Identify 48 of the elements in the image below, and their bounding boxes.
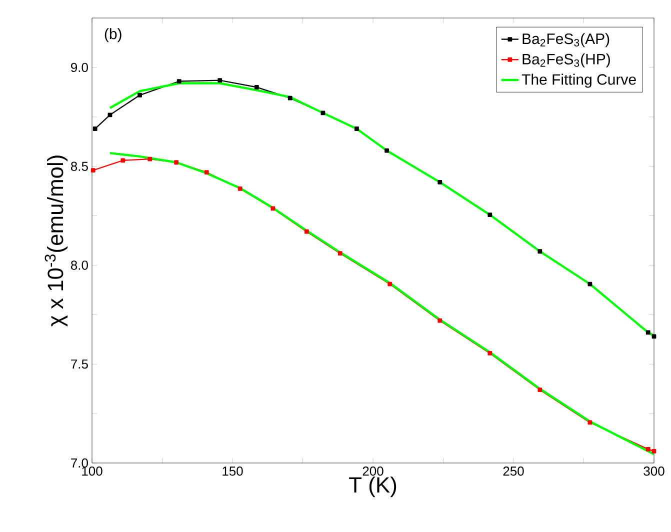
point (384, 148, 389, 153)
point (304, 229, 309, 234)
point (120, 158, 126, 163)
point (388, 282, 392, 286)
point (254, 85, 259, 90)
point (108, 112, 112, 118)
point (488, 212, 492, 217)
legend-label: Ba$_{2}$FeS$_{3}$(HP) (522, 53, 610, 68)
y-tick-label: 7.0 (71, 458, 88, 468)
legend-label: Ba$_{2}$FeS$_{3}$(AP) (522, 33, 610, 48)
x-axis-title: T (K) (349, 476, 396, 498)
point (652, 334, 656, 339)
x-tick-label: 200 (362, 466, 384, 476)
point (354, 126, 359, 131)
point (338, 251, 342, 256)
point (204, 170, 209, 174)
x-tick-label: 100 (82, 466, 102, 476)
point (588, 282, 592, 286)
point (646, 446, 650, 452)
y-tick-label: 9.0 (71, 62, 88, 72)
point (218, 78, 222, 82)
point (270, 206, 276, 211)
y-tick-label: 8.0 (70, 260, 88, 270)
y-axis-title: χ x 10$^{-3}$(emu/mol) (44, 156, 68, 326)
x-tick-label: 150 (222, 466, 243, 476)
y-tick-label: 8.5 (70, 162, 88, 171)
point (92, 126, 98, 131)
point (646, 330, 650, 335)
point (320, 110, 326, 116)
point (538, 388, 542, 392)
point (174, 160, 178, 165)
legend-label: The Fitting Curve (522, 74, 636, 88)
point (138, 92, 142, 98)
annotation: (b) (104, 28, 122, 42)
point (538, 249, 542, 254)
point (176, 79, 182, 84)
point (588, 420, 592, 425)
point (438, 318, 442, 323)
point (652, 448, 656, 454)
point (488, 351, 492, 356)
x-tick-label: 250 (503, 466, 524, 476)
point (438, 180, 442, 184)
point (288, 96, 292, 100)
y-tick-label: 7.5 (71, 360, 88, 369)
x-tick-label: 300 (644, 466, 664, 476)
point (90, 168, 96, 172)
point (148, 156, 152, 162)
point (238, 186, 242, 191)
